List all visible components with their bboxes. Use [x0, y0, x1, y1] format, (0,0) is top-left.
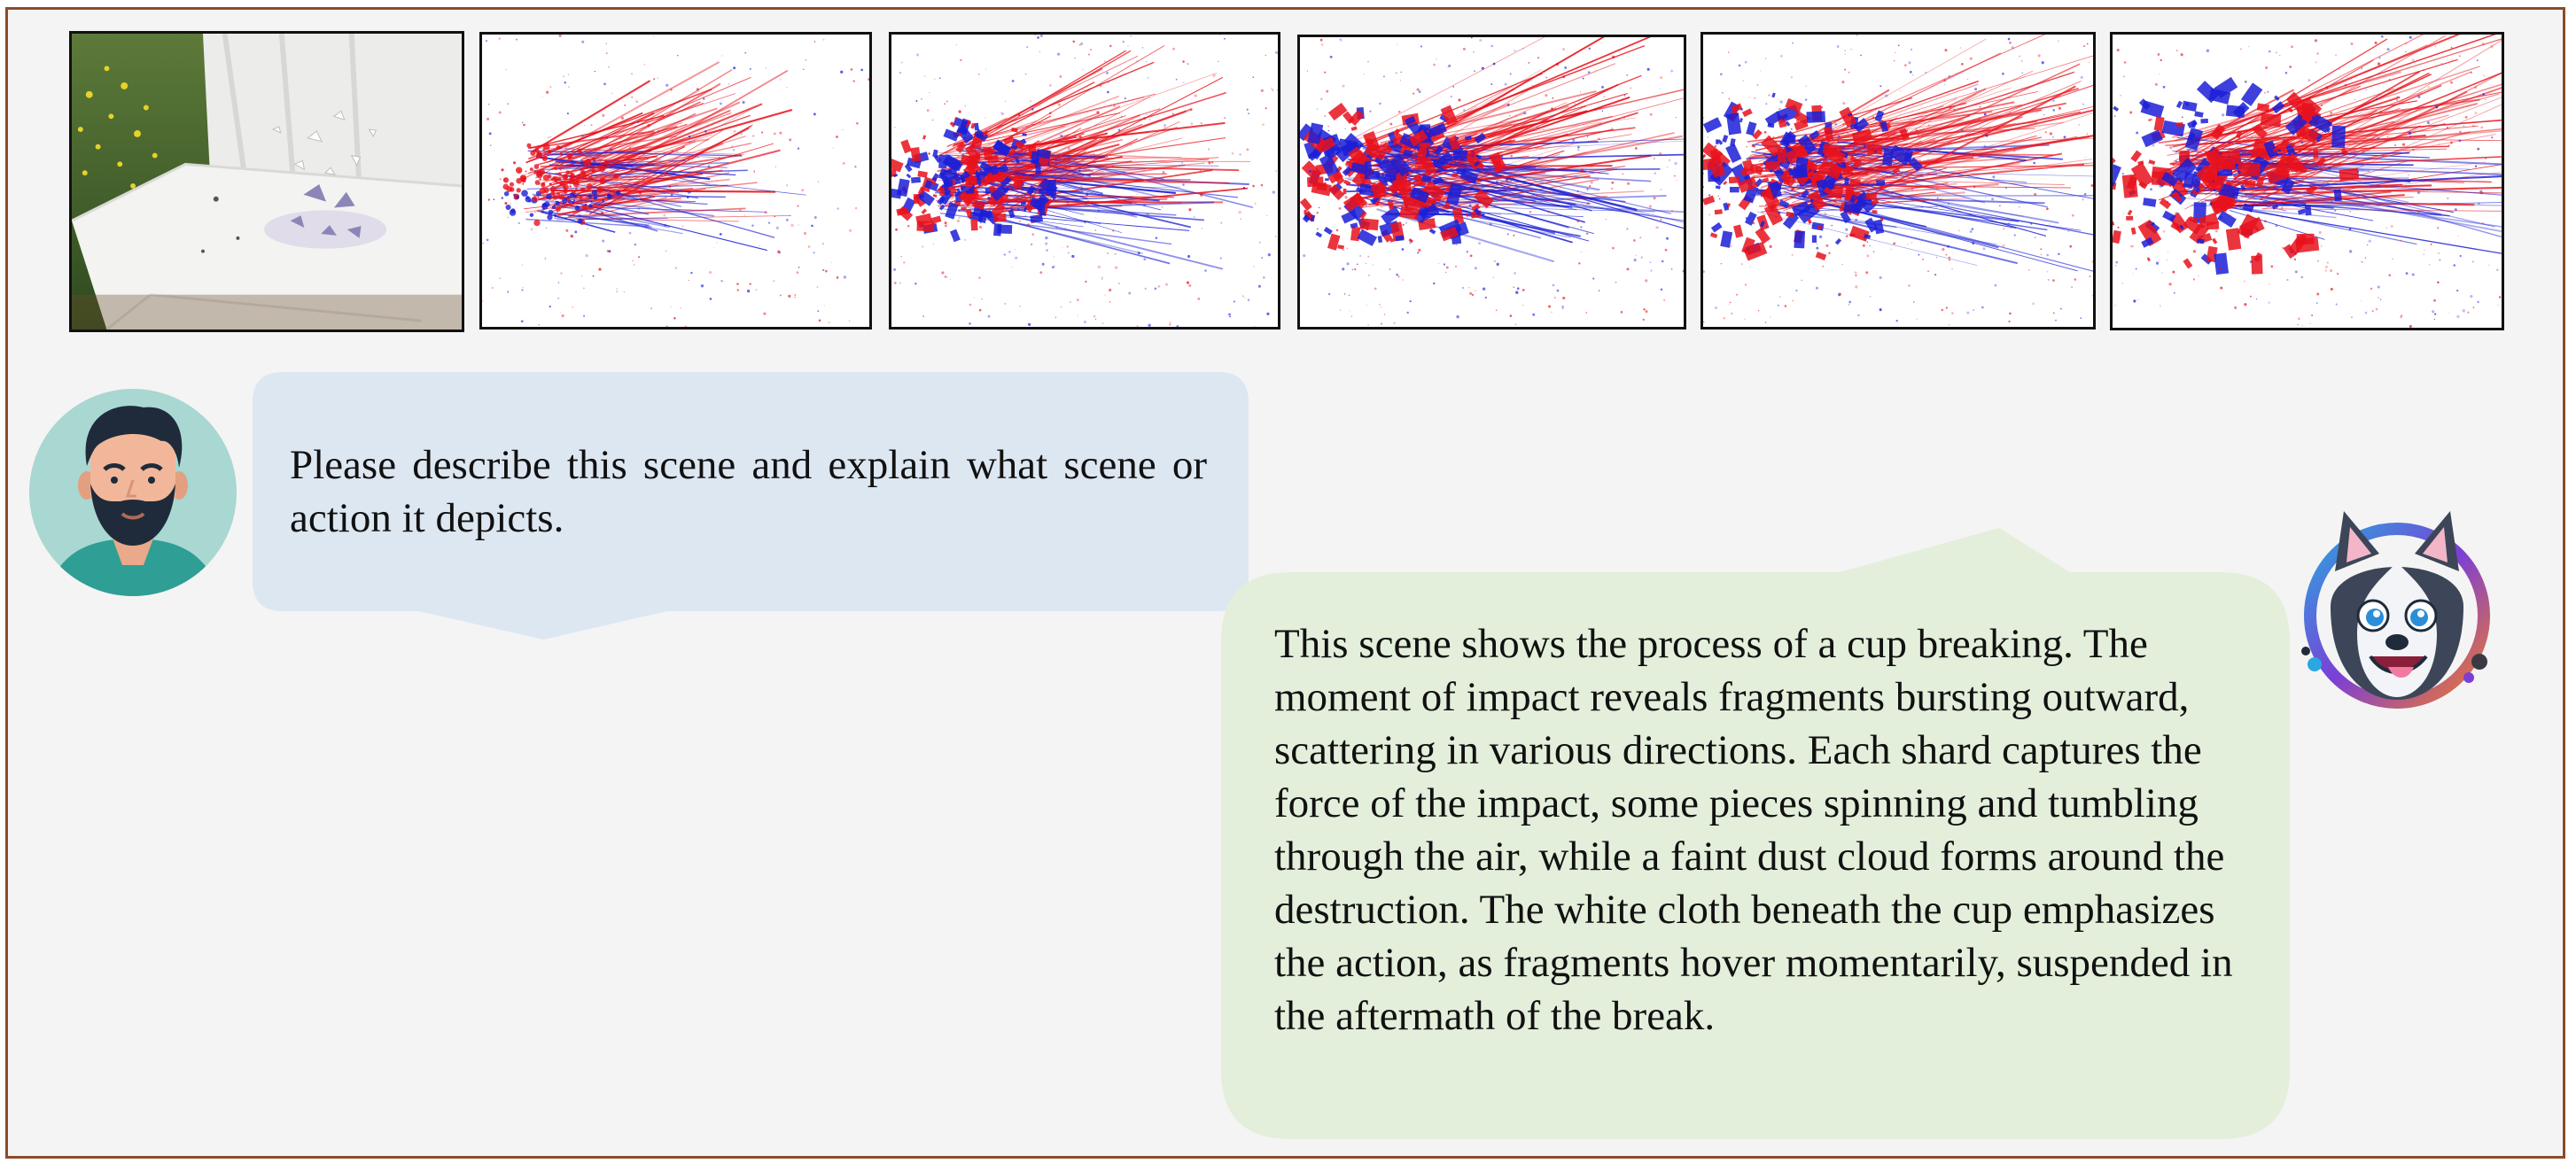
event-frame-4	[1700, 32, 2096, 330]
assistant-avatar	[2295, 500, 2499, 731]
photo-frame	[69, 31, 464, 332]
event-visualization	[2113, 35, 2502, 328]
event-visualization	[1300, 37, 1684, 326]
husky-mascot-avatar	[2301, 511, 2490, 709]
event-frame-2	[889, 32, 1280, 330]
event-frame-5	[2110, 32, 2504, 330]
event-visualization	[1703, 35, 2093, 326]
event-visualization	[891, 35, 1278, 327]
bearded-man-avatar	[29, 389, 237, 596]
assistant-message-text: This scene shows the process of a cup br…	[1274, 621, 2233, 1039]
assistant-message-bubble	[1221, 528, 2290, 1139]
user-message-text: Please describe this scene and explain w…	[290, 442, 1207, 541]
event-frame-3	[1297, 35, 1686, 330]
user-message-bubble	[253, 372, 1249, 640]
breaking-cup-photo	[72, 34, 462, 330]
user-avatar	[28, 388, 237, 597]
event-visualization	[482, 35, 869, 327]
event-frame-1	[479, 32, 872, 330]
